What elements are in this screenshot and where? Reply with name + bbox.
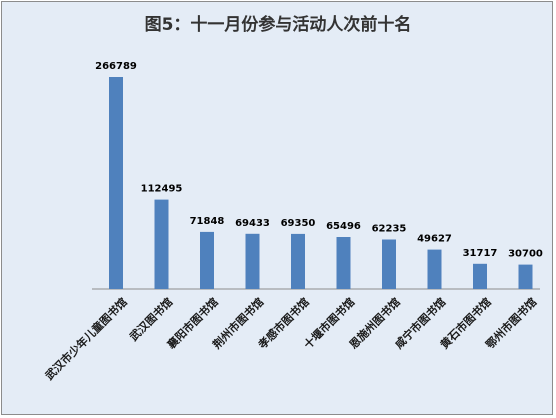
value-label-5: 69350 [281,218,316,229]
bar-4 [245,233,260,289]
bar-1 [109,77,123,289]
value-label-2: 112495 [141,184,183,195]
bars-group [109,77,533,289]
value-label-9: 31717 [463,248,498,259]
bar-6 [336,237,351,289]
value-label-3: 71848 [190,216,225,227]
category-label-1: 武汉市少年儿童图书馆 [42,295,130,383]
bar-8 [427,249,442,289]
category-labels-group: 武汉市少年儿童图书馆武汉图书馆襄阳市图书馆荆州市图书馆孝感市图书馆十堰市图书馆恩… [42,295,539,383]
value-label-10: 30700 [508,249,543,260]
value-labels-group: 266789 112495 71848 69433 69350 65496 62235 496… [95,61,543,260]
bar-5 [291,233,305,289]
category-label-2: 武汉图书馆 [126,295,175,344]
value-label-6: 65496 [326,221,361,232]
bar-3 [200,231,214,289]
bar-7 [382,239,396,289]
chart-title: 图5：十一月份参与活动人次前十名 [144,15,412,35]
value-label-7: 62235 [372,224,407,235]
bar-10 [518,264,533,289]
bar-2 [154,199,169,289]
bar-9 [473,263,487,289]
value-label-8: 49627 [417,234,452,245]
value-label-4: 69433 [235,218,270,229]
value-label-1: 266789 [95,61,137,72]
